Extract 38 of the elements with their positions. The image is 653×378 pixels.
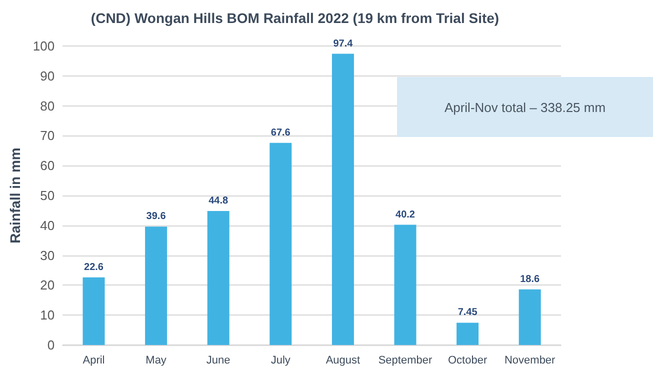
- y-tick-label: 0: [47, 338, 55, 352]
- y-tick-label: 30: [40, 248, 55, 263]
- x-tick-label: May: [146, 354, 167, 366]
- y-tick-label: 70: [40, 128, 55, 144]
- x-tick-label: September: [378, 354, 432, 366]
- bar: [394, 224, 416, 345]
- chart-title: (CND) Wongan Hills BOM Rainfall 2022 (19 km from Trial Site): [90, 10, 500, 26]
- bar: [82, 277, 105, 345]
- x-tick-label: November: [504, 354, 556, 366]
- x-tick-label: August: [326, 354, 360, 366]
- y-tick-label: 60: [40, 158, 55, 174]
- data-label: 22.6: [84, 262, 104, 273]
- y-tick-label: 10: [40, 308, 55, 323]
- bar: [207, 211, 230, 345]
- y-tick-label: 80: [40, 98, 55, 114]
- bar: [518, 289, 541, 345]
- data-label: 39.6: [146, 211, 166, 222]
- bar: [332, 54, 354, 345]
- y-axis-title: Rainfall in mm: [7, 148, 23, 244]
- data-label: 40.2: [396, 209, 416, 220]
- y-tick-label: 100: [32, 38, 55, 54]
- y-tick-label: 20: [40, 278, 55, 293]
- y-tick-label: 50: [40, 188, 55, 203]
- x-tick-label: July: [270, 354, 291, 366]
- y-tick-label: 90: [40, 68, 55, 84]
- y-tick-label: 40: [40, 218, 55, 233]
- note-box: April-Nov total – 338.25 mm: [397, 77, 653, 137]
- data-label: 7.45: [458, 307, 478, 318]
- data-label: 44.8: [208, 196, 229, 207]
- x-tick-label: June: [206, 354, 230, 366]
- bar: [145, 226, 168, 345]
- x-tick-label: October: [448, 354, 488, 366]
- bar: [270, 142, 292, 345]
- bar: [456, 322, 479, 345]
- x-tick-label: April: [82, 354, 105, 366]
- data-label: 18.6: [520, 274, 540, 285]
- data-label: 97.4: [333, 38, 354, 50]
- data-label: 67.6: [270, 127, 291, 138]
